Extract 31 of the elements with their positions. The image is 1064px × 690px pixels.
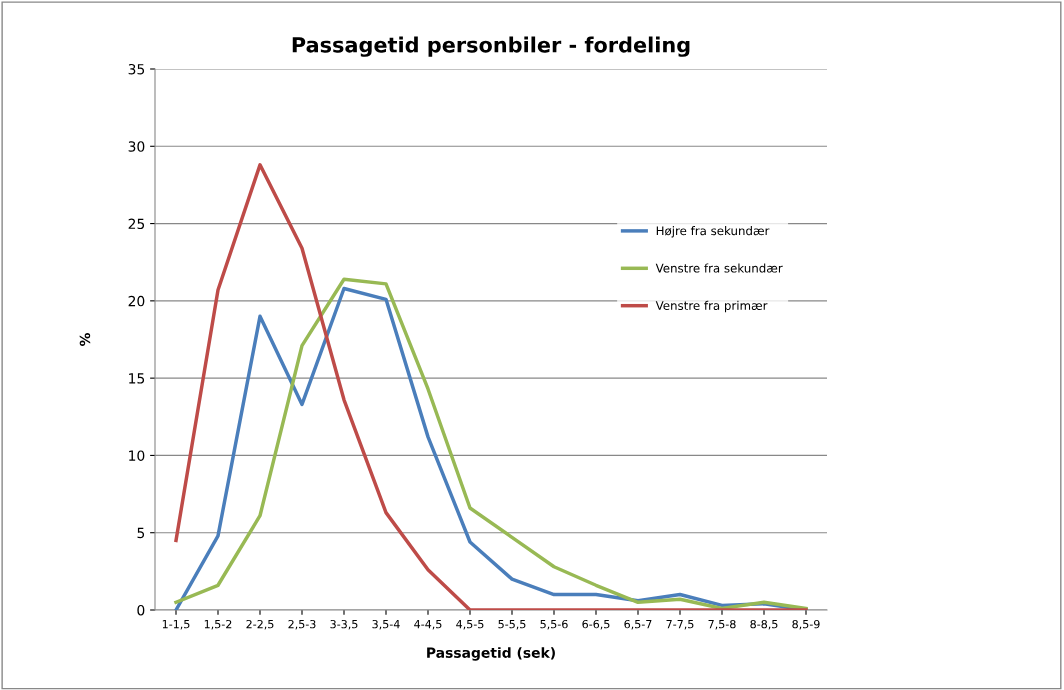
x-tick-label: 2-2,5 [246, 619, 274, 630]
x-tick-label: 2,5-3 [288, 619, 316, 630]
x-tick-label: 3,5-4 [372, 619, 400, 630]
legend-label: Venstre fra primær [655, 300, 768, 313]
x-axis-title: Passagetid (sek) [427, 647, 555, 661]
y-tick-label: 30 [128, 141, 145, 152]
x-tick-label: 7-7,5 [666, 620, 694, 630]
y-tick-label: 10 [129, 450, 145, 461]
y-tick-label: 0 [137, 604, 145, 616]
x-tick-label: 6-6,5 [582, 619, 610, 630]
x-tick-label: 5,5-6 [540, 619, 568, 630]
x-tick-label: 1-1,5 [162, 620, 190, 630]
x-tick-label: 3-3,5 [330, 619, 358, 630]
y-tick-label: 25 [128, 218, 145, 230]
x-tick-label: 6,5-7 [624, 619, 652, 630]
y-tick-label: 35 [128, 63, 145, 75]
line-series [174, 163, 808, 610]
chart-title: Passagetid personbiler - fordeling [292, 36, 690, 57]
x-tick-label: 8,5-9 [792, 619, 820, 630]
x-tick-label: 1,5-2 [204, 619, 232, 630]
y-tick-label: 15 [129, 373, 145, 384]
y-tick-label: 5 [137, 527, 145, 539]
x-tick-label: 8-8,5 [750, 619, 778, 630]
y-tick-label: 20 [128, 295, 145, 307]
legend-label: Venstre fra sekundær [655, 263, 783, 273]
x-tick-label: 5-5,5 [498, 620, 526, 630]
x-tick-label: 4,5-5 [456, 620, 484, 630]
y-axis-title: % [79, 332, 91, 347]
x-tick-label: 4-4,5 [414, 620, 442, 630]
x-tick-label: 7,5-8 [708, 619, 736, 630]
legend-label: Højre fra sekundær [656, 226, 770, 238]
